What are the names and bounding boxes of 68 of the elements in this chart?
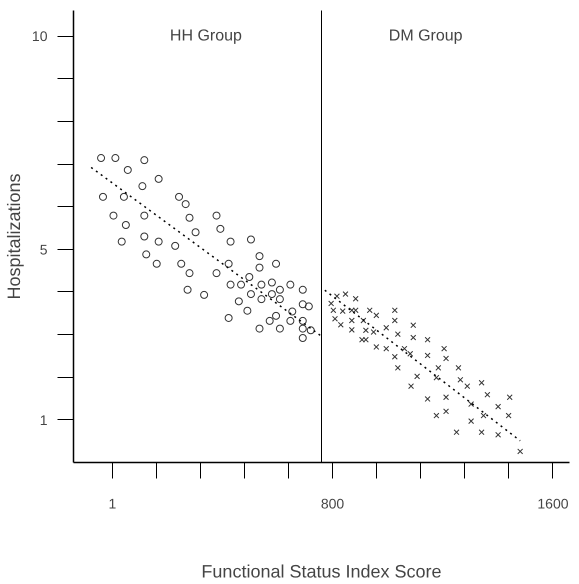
point (464, 383, 470, 390)
point (394, 364, 401, 371)
point (433, 374, 440, 381)
point (443, 394, 450, 400)
point (359, 336, 365, 343)
point (408, 383, 414, 390)
point (373, 344, 380, 350)
point (362, 327, 369, 334)
annotation: DM Group (388, 28, 463, 45)
point (362, 336, 369, 343)
point (424, 396, 431, 402)
point (407, 350, 414, 357)
point (410, 322, 416, 328)
point (342, 291, 348, 298)
x-tick-label: 1 (108, 496, 116, 512)
point (455, 364, 462, 371)
point (495, 404, 502, 410)
point (468, 401, 474, 408)
point (424, 336, 431, 343)
y-axis-title: Hospitalizations (4, 173, 24, 300)
point (328, 300, 334, 306)
point (443, 408, 450, 414)
point (330, 307, 336, 314)
point (340, 308, 346, 314)
point (454, 429, 460, 436)
point (443, 355, 450, 362)
point (495, 432, 502, 438)
point (414, 373, 420, 380)
point (352, 307, 359, 314)
point (332, 316, 338, 322)
annotation: HH Group (170, 28, 242, 45)
point (517, 448, 524, 454)
point (410, 334, 416, 341)
point (506, 394, 513, 400)
x-tick-label: 1600 (537, 496, 569, 512)
point (370, 329, 377, 335)
point (478, 429, 485, 436)
point (373, 312, 380, 318)
point (348, 318, 355, 324)
y-tick-label: 1 (40, 412, 48, 428)
point (478, 380, 485, 386)
point (506, 412, 512, 419)
point (392, 354, 398, 360)
point (348, 307, 355, 314)
y-tick-label: 10 (32, 28, 48, 44)
point (401, 346, 408, 352)
point (435, 364, 442, 371)
point (338, 322, 344, 328)
point (334, 293, 340, 300)
point (484, 392, 490, 398)
point (366, 307, 373, 314)
point (457, 376, 464, 383)
point (360, 318, 366, 324)
point (468, 418, 474, 424)
point (352, 296, 359, 302)
point (441, 346, 448, 352)
y-tick-label: 5 (40, 241, 48, 258)
point (394, 331, 401, 338)
point (480, 412, 486, 419)
point (348, 326, 355, 333)
x-axis-title: Functional Status Index Score (201, 562, 442, 582)
x-tick-label: 800 (320, 496, 344, 512)
point (383, 346, 390, 352)
point (424, 352, 431, 358)
point (392, 307, 398, 314)
point (433, 412, 440, 419)
point (383, 324, 390, 331)
point (392, 318, 398, 324)
